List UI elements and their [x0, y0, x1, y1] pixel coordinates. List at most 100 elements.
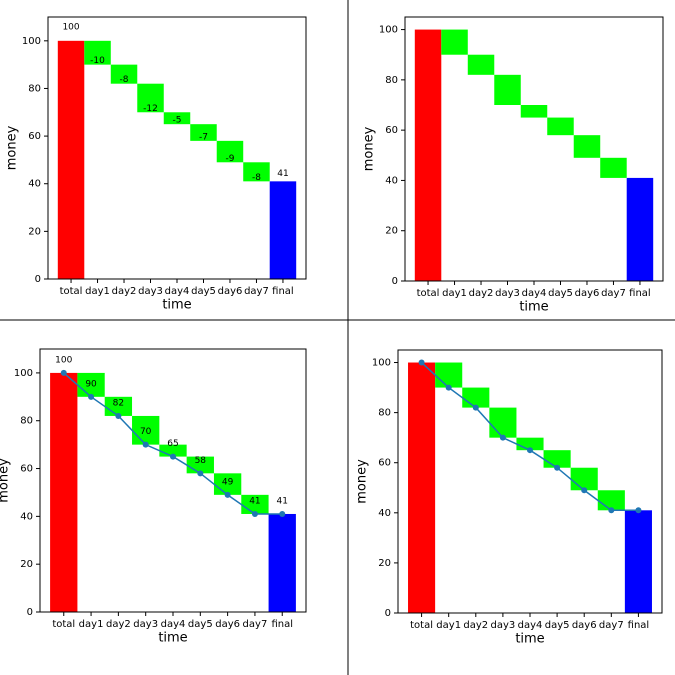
bar — [462, 387, 490, 408]
bar — [132, 415, 160, 445]
balance-label: 49 — [222, 477, 234, 487]
y-tick-label: 100 — [22, 36, 41, 47]
y-axis-label: money — [355, 459, 370, 504]
y-tick-label: 0 — [385, 608, 391, 619]
value-label: 100 — [62, 22, 79, 32]
x-tick-label: total — [410, 620, 433, 631]
x-tick-label: final — [628, 620, 650, 631]
bar — [414, 29, 442, 282]
x-tick-label: day4 — [161, 619, 186, 630]
balance-point — [554, 464, 561, 471]
y-tick-label: 60 — [28, 131, 41, 142]
balance-point — [197, 470, 204, 477]
balance-label: 70 — [140, 427, 152, 437]
x-tick-label: day3 — [495, 288, 520, 299]
balance-point — [88, 393, 95, 400]
value-label: -5 — [173, 116, 182, 126]
bar — [573, 135, 601, 158]
balance-point — [608, 507, 615, 514]
bar — [159, 444, 187, 457]
balance-point — [635, 507, 642, 514]
bar — [597, 490, 625, 511]
balance-point — [142, 441, 149, 448]
balance-point — [251, 510, 258, 517]
x-tick-label: day1 — [79, 619, 104, 630]
balance-label: 65 — [167, 439, 178, 449]
y-tick-label: 20 — [378, 558, 391, 569]
x-axis-label: time — [162, 298, 191, 313]
x-tick-label: day7 — [601, 288, 626, 299]
x-tick-label: day6 — [218, 286, 243, 297]
x-axis-label: time — [158, 631, 187, 646]
x-tick-label: day4 — [522, 288, 547, 299]
bar — [489, 407, 517, 438]
y-tick-label: 20 — [20, 559, 33, 570]
bar — [626, 177, 654, 281]
bar — [50, 372, 78, 612]
y-tick-label: 60 — [20, 464, 33, 475]
value-label: -10 — [90, 56, 105, 66]
value-label: -8 — [120, 75, 129, 85]
balance-label: 100 — [55, 355, 72, 365]
y-tick-label: 80 — [378, 408, 391, 419]
x-tick-label: final — [272, 286, 294, 297]
x-tick-label: total — [52, 619, 75, 630]
x-tick-label: total — [417, 288, 440, 299]
balance-label: 41 — [249, 496, 260, 506]
value-label: 41 — [277, 169, 288, 179]
bar — [441, 29, 468, 55]
x-tick-label: day2 — [112, 286, 137, 297]
bar — [547, 117, 574, 136]
balance-label: 41 — [277, 496, 288, 506]
bar — [600, 157, 627, 178]
x-tick-label: day3 — [491, 620, 516, 631]
bar — [84, 40, 111, 65]
value-label: -7 — [199, 132, 208, 142]
x-tick-label: day1 — [85, 286, 110, 297]
x-tick-label: final — [271, 619, 293, 630]
y-tick-label: 80 — [20, 416, 33, 427]
bar — [467, 54, 495, 75]
axes-frame — [404, 16, 664, 282]
x-tick-label: day2 — [463, 620, 488, 631]
x-tick-label: day2 — [469, 288, 494, 299]
x-tick-label: day3 — [133, 619, 158, 630]
x-tick-label: total — [60, 286, 83, 297]
y-tick-label: 60 — [378, 458, 391, 469]
bar — [190, 124, 217, 141]
balance-label: 82 — [113, 398, 124, 408]
x-tick-label: final — [629, 288, 651, 299]
y-tick-label: 40 — [378, 508, 391, 519]
x-tick-label: day5 — [548, 288, 573, 299]
balance-point — [60, 369, 67, 376]
balance-point — [472, 404, 479, 411]
axes-frame — [397, 349, 663, 614]
x-tick-label: day6 — [572, 620, 597, 631]
y-tick-label: 40 — [385, 175, 398, 186]
x-tick-label: day5 — [191, 286, 216, 297]
balance-label: 90 — [85, 379, 97, 389]
y-axis-label: money — [5, 125, 20, 170]
x-tick-label: day6 — [575, 288, 600, 299]
bar — [137, 83, 164, 113]
balance-point — [581, 487, 588, 494]
balance-point — [279, 510, 286, 517]
bar — [216, 140, 244, 163]
x-tick-label: day6 — [215, 619, 240, 630]
x-tick-label: day1 — [436, 620, 461, 631]
y-tick-label: 0 — [35, 274, 41, 285]
x-tick-label: day5 — [188, 619, 213, 630]
bar — [408, 362, 436, 613]
y-tick-label: 100 — [379, 25, 398, 36]
y-tick-label: 100 — [372, 358, 391, 369]
x-tick-label: day7 — [599, 620, 624, 631]
balance-point — [527, 447, 533, 454]
x-tick-label: day7 — [243, 619, 268, 630]
bar — [624, 510, 652, 613]
x-tick-label: day5 — [545, 620, 570, 631]
y-tick-label: 60 — [385, 125, 398, 136]
